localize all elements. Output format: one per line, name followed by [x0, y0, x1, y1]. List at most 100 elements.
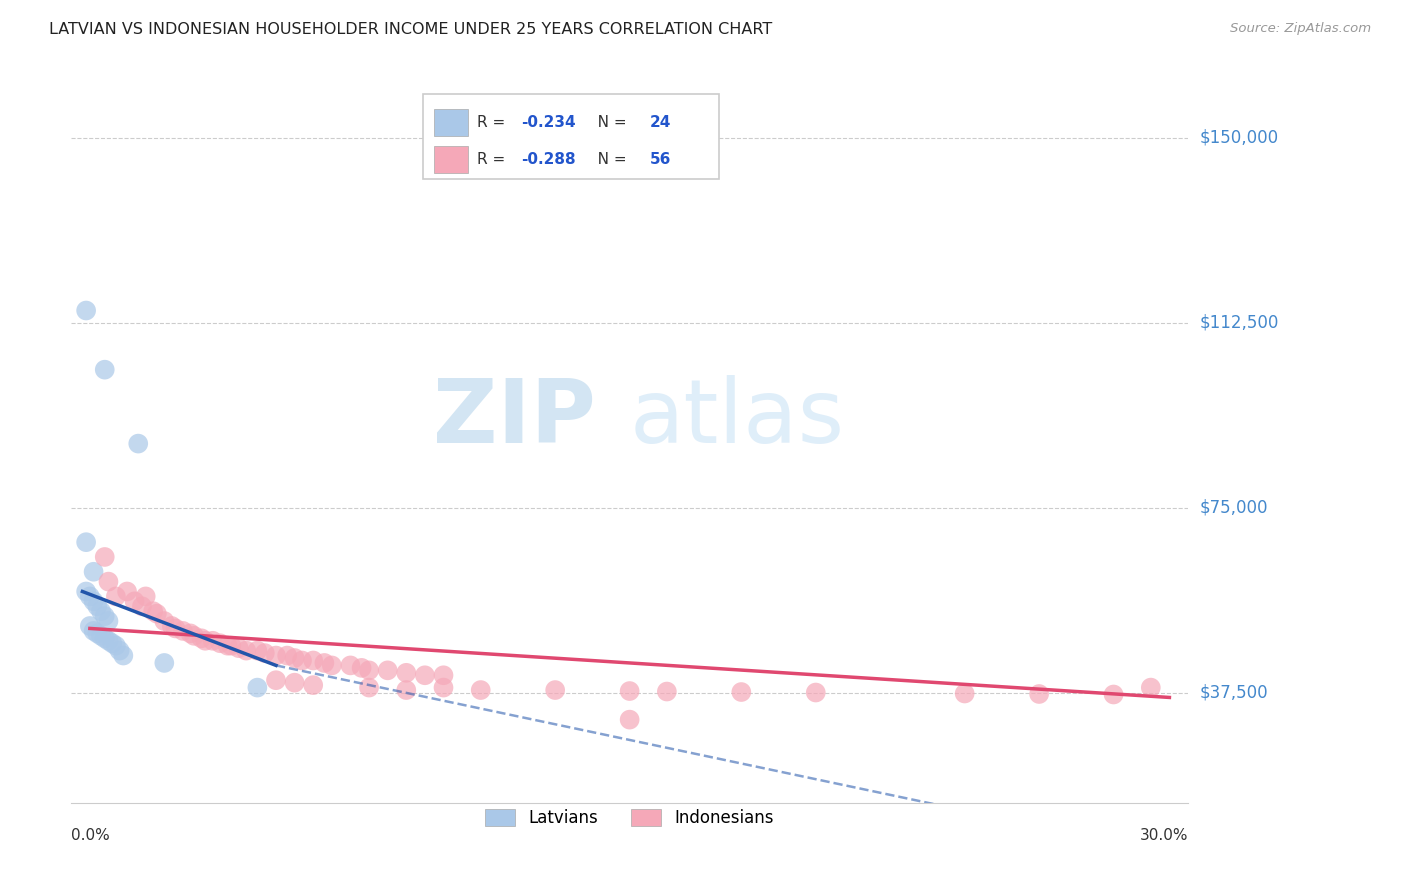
Point [357, 664, 380, 678]
Point [93, 632, 115, 646]
Point [131, 599, 153, 614]
Point [619, 713, 641, 727]
Point [276, 648, 298, 663]
Text: ZIP: ZIP [433, 376, 596, 462]
Point [655, 684, 678, 698]
Text: $150,000: $150,000 [1199, 129, 1278, 147]
Text: 0.0%: 0.0% [72, 828, 110, 843]
Point [83, 624, 105, 638]
Point [153, 656, 176, 670]
Text: -0.288: -0.288 [522, 152, 576, 167]
Point [93, 362, 115, 376]
Point [108, 643, 131, 657]
Point [246, 681, 269, 695]
Point [90, 604, 112, 618]
Point [75, 535, 97, 549]
Text: 56: 56 [650, 152, 671, 167]
Point [97, 614, 120, 628]
Point [470, 683, 492, 698]
Bar [434, 109, 468, 136]
Point [135, 590, 157, 604]
Point [221, 639, 243, 653]
Text: 30.0%: 30.0% [1139, 828, 1188, 843]
Text: N =: N = [582, 152, 631, 167]
Point [97, 574, 120, 589]
Point [86, 599, 108, 614]
Point [339, 658, 361, 673]
Point [79, 590, 101, 604]
Text: N =: N = [582, 115, 631, 130]
Text: $112,500: $112,500 [1199, 314, 1278, 332]
Point [124, 594, 146, 608]
Point [183, 629, 205, 643]
Point [179, 626, 201, 640]
Text: LATVIAN VS INDONESIAN HOUSEHOLDER INCOME UNDER 25 YEARS CORRELATION CHART: LATVIAN VS INDONESIAN HOUSEHOLDER INCOME… [49, 22, 772, 37]
Legend: Latvians, Indonesians: Latvians, Indonesians [477, 801, 783, 836]
Point [730, 685, 752, 699]
Text: atlas: atlas [630, 376, 845, 462]
Point [619, 684, 641, 698]
Point [146, 607, 169, 621]
Point [302, 653, 325, 667]
Point [194, 633, 217, 648]
FancyBboxPatch shape [423, 94, 718, 178]
Point [142, 604, 165, 618]
Point [284, 675, 307, 690]
Point [75, 303, 97, 318]
Point [377, 664, 399, 678]
Point [115, 584, 138, 599]
Point [321, 658, 343, 673]
Point [112, 648, 135, 663]
Point [209, 636, 232, 650]
Text: $37,500: $37,500 [1199, 683, 1268, 701]
Point [284, 651, 307, 665]
Point [544, 683, 567, 698]
Point [395, 683, 418, 698]
Point [90, 629, 112, 643]
Point [264, 648, 287, 663]
Point [432, 668, 454, 682]
Point [97, 633, 120, 648]
Point [79, 619, 101, 633]
Point [83, 565, 105, 579]
Point [357, 681, 380, 695]
Point [172, 624, 194, 638]
Point [75, 584, 97, 599]
Point [235, 643, 257, 657]
Point [93, 609, 115, 624]
Point [804, 685, 827, 699]
Text: Source: ZipAtlas.com: Source: ZipAtlas.com [1230, 22, 1371, 36]
Point [160, 619, 183, 633]
Point [432, 681, 454, 695]
Point [1139, 681, 1161, 695]
Point [413, 668, 436, 682]
Point [217, 639, 239, 653]
Bar [434, 146, 468, 173]
Point [127, 436, 149, 450]
Point [201, 633, 224, 648]
Point [104, 590, 127, 604]
Point [101, 636, 124, 650]
Point [153, 614, 176, 628]
Point [350, 661, 373, 675]
Text: -0.234: -0.234 [522, 115, 576, 130]
Point [83, 594, 105, 608]
Point [302, 678, 325, 692]
Point [264, 673, 287, 688]
Text: R =: R = [477, 152, 510, 167]
Text: $75,000: $75,000 [1199, 499, 1268, 516]
Point [190, 632, 212, 646]
Text: 24: 24 [650, 115, 671, 130]
Point [86, 626, 108, 640]
Point [253, 646, 276, 660]
Point [93, 549, 115, 564]
Text: R =: R = [477, 115, 510, 130]
Point [953, 686, 976, 700]
Point [246, 643, 269, 657]
Point [104, 639, 127, 653]
Point [291, 653, 314, 667]
Point [314, 656, 336, 670]
Point [395, 665, 418, 680]
Point [228, 641, 250, 656]
Point [1102, 688, 1125, 702]
